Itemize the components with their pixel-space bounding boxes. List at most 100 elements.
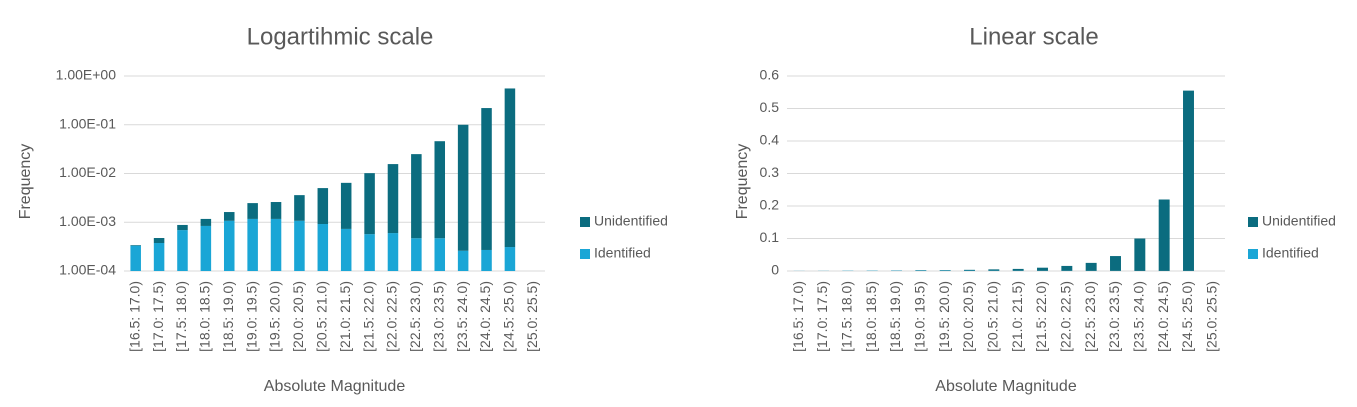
bar-segment [270,218,282,271]
y-axis-title: Frequency [734,144,751,220]
x-tick-label: [22.5: 23.0) [1082,281,1098,352]
y-tick-label: 1.00E+00 [56,67,117,83]
x-tick-label: [18.5: 19.0) [220,281,236,352]
x-tick-label: [22.0: 22.5) [384,281,400,352]
x-tick-label: [17.0: 17.5) [150,281,166,352]
x-tick-label: [24.0: 24.5) [477,281,493,352]
bar-segment [294,220,305,271]
x-tick-label: [16.5: 17.0) [790,281,806,352]
y-tick-label: 0.6 [760,67,780,83]
y-tick-label: 1.00E-04 [59,262,116,278]
bar-segment [223,220,235,271]
legend-label: Unidentified [1262,213,1336,229]
bar-segment [200,218,212,226]
x-tick-label: [22.0: 22.5) [1058,281,1074,352]
bar-segment [1061,265,1073,271]
bar-segment [270,202,282,219]
x-tick-label: [24.0: 24.5) [1155,281,1171,352]
legend-label: Identified [1262,245,1319,261]
x-tick-label: [21.0: 21.5) [337,281,353,352]
y-tick-label: 0.5 [760,99,780,115]
bar-segment [457,250,469,271]
x-tick-label: [23.5: 24.0) [454,281,470,352]
x-tick-label: [23.5: 24.0) [1131,281,1147,352]
bar-segment [364,234,375,271]
x-tick-label: [24.5: 25.0) [501,281,517,352]
bar-segment [1110,256,1121,271]
legend-swatch [1248,249,1258,259]
x-tick-label: [25.0: 25.5) [524,281,540,352]
bar-segment [1012,268,1024,271]
bar-segment [504,247,516,271]
y-tick-label: 1.00E-03 [59,213,116,229]
bar-segment [481,249,492,271]
bar-segment [130,245,141,246]
x-tick-label: [16.5: 17.0) [126,281,142,352]
bar-segment [294,195,305,221]
bar-segment [434,238,446,271]
bar-segment [411,238,422,271]
x-tick-label: [17.5: 18.0) [173,281,189,352]
y-tick-label: 1.00E-01 [59,115,116,131]
bar-segment [177,230,188,271]
bar-segment [434,141,446,239]
x-tick-label: [18.5: 19.0) [887,281,903,352]
bar-segment [387,164,399,234]
bar-segment [1183,90,1194,271]
x-tick-label: [18.0: 18.5) [863,281,879,352]
x-tick-label: [22.5: 23.0) [407,281,423,352]
x-tick-label: [17.5: 18.0) [839,281,855,352]
x-tick-label: [19.5: 20.0) [936,281,952,352]
bar-segment [481,108,492,250]
legend-label: Identified [594,245,651,261]
legend-swatch [580,249,590,259]
bar-segment [200,225,212,271]
x-tick-label: [20.0: 20.5) [290,281,306,352]
bar-segment [411,154,422,239]
y-tick-label: 0 [771,262,779,278]
x-tick-label: [20.5: 21.0) [985,281,1001,352]
bar-segment [247,203,258,219]
x-tick-label: [21.5: 22.0) [360,281,376,352]
y-axis-title: Frequency [17,144,34,220]
bar-segment [387,233,399,271]
chart-title: Logartihmic scale [247,23,434,50]
x-tick-label: [19.0: 19.5) [243,281,259,352]
y-tick-label: 0.1 [760,229,780,245]
bar-segment [988,269,1000,271]
bar-segment [1085,262,1097,271]
chart-title: Linear scale [969,23,1098,50]
bar-segment [317,188,329,225]
x-tick-label: [19.0: 19.5) [912,281,928,352]
bar-segment [247,218,258,271]
bar-segment [1158,199,1170,271]
bar-segment [340,182,352,229]
x-tick-label: [20.5: 21.0) [314,281,330,352]
bar-segment [964,269,975,271]
x-tick-label: [21.5: 22.0) [1033,281,1049,352]
x-tick-label: [25.0: 25.5) [1204,281,1220,352]
bar-segment [1037,267,1048,271]
x-tick-label: [17.0: 17.5) [814,281,830,352]
legend-swatch [1248,217,1258,227]
x-tick-label: [24.5: 25.0) [1179,281,1195,352]
bar-segment [130,245,141,271]
y-tick-label: 0.3 [760,164,780,180]
bar-segment [364,173,375,235]
x-tick-label: [20.0: 20.5) [960,281,976,352]
bar-segment [153,243,165,271]
legend-swatch [580,217,590,227]
x-tick-label: [21.0: 21.5) [1009,281,1025,352]
bar-segment [177,224,188,231]
x-axis-title: Absolute Magnitude [935,378,1077,395]
bar-segment [153,238,165,244]
y-tick-label: 1.00E-02 [59,164,116,180]
x-tick-label: [18.0: 18.5) [197,281,213,352]
y-tick-label: 0.2 [760,197,780,213]
y-tick-label: 0.4 [760,132,780,148]
x-tick-label: [23.0: 23.5) [1106,281,1122,352]
bar-segment [317,224,329,271]
legend-label: Unidentified [594,213,668,229]
bar-segment [457,124,469,251]
